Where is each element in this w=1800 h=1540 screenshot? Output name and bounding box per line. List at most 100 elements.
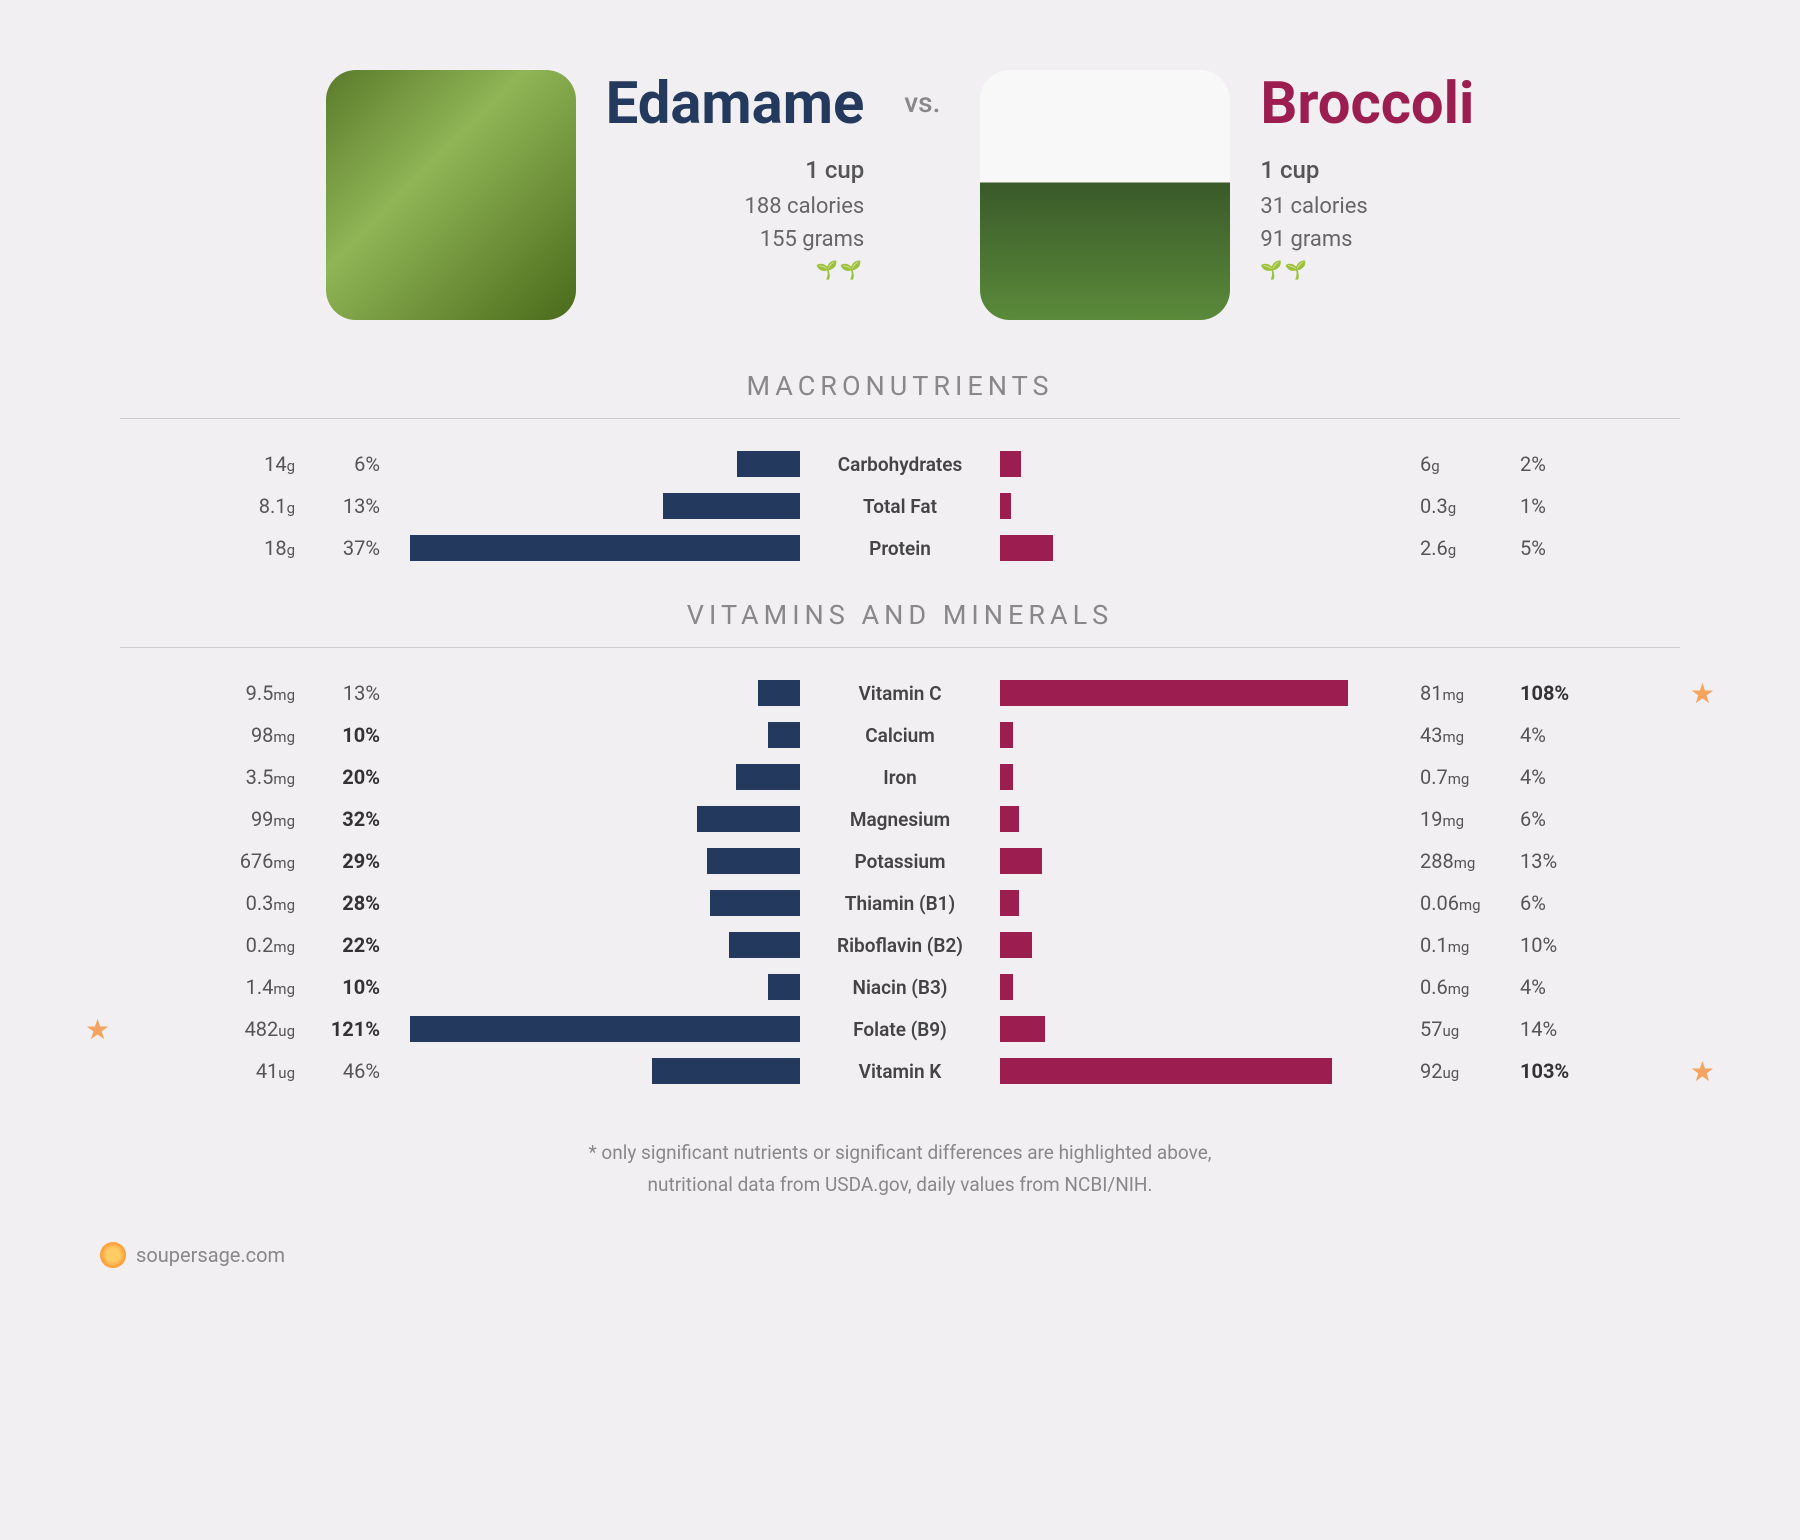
left-values: 1.4mg 10% — [100, 975, 400, 999]
right-values: 6g2% — [1400, 452, 1700, 476]
right-values: 288mg13% — [1400, 849, 1700, 873]
right-values: 57ug14% — [1400, 1017, 1700, 1041]
left-food-info: Edamame 1 cup 188 calories 155 grams 🌱🌱 — [606, 70, 865, 281]
nutrient-label: Calcium — [800, 724, 1000, 747]
bar-area: Total Fat — [400, 493, 1400, 519]
right-amount: 0.1mg — [1420, 933, 1490, 957]
right-grams: 91 grams — [1260, 227, 1474, 252]
left-bar — [652, 1058, 800, 1084]
right-food-info: Broccoli 1 cup 31 calories 91 grams 🌱🌱 — [1260, 70, 1474, 281]
vita-rows-container: 9.5mg13%Vitamin C81mg108%★98mg10%Calcium… — [100, 672, 1700, 1092]
right-values: 2.6g 5% — [1400, 536, 1700, 560]
left-values: 9.5mg13% — [100, 681, 400, 705]
left-amount: 0.2mg — [225, 933, 295, 957]
left-grams: 155 grams — [606, 227, 865, 252]
right-values: 0.1mg 10% — [1400, 933, 1700, 957]
left-values: 0.3mg28% — [100, 891, 400, 915]
right-percent: 5% — [1520, 536, 1575, 560]
brand-block: soupersage.com — [100, 1242, 1700, 1268]
left-percent: 10% — [325, 975, 380, 999]
nutrient-label: Thiamin (B1) — [800, 892, 1000, 915]
right-bar — [1000, 890, 1019, 916]
bar-area: Magnesium — [400, 806, 1400, 832]
left-bar — [707, 848, 800, 874]
left-values: 8.1g13% — [100, 494, 400, 518]
right-bar — [1000, 1058, 1332, 1084]
right-bar — [1000, 974, 1013, 1000]
nutrient-label: Total Fat — [800, 495, 1000, 518]
left-amount: 1.4mg — [225, 975, 295, 999]
right-amount: 92ug — [1420, 1059, 1490, 1083]
right-amount: 0.06mg — [1420, 891, 1490, 915]
bar-left-container — [400, 974, 800, 1000]
left-percent: 28% — [325, 891, 380, 915]
left-bar — [736, 764, 800, 790]
right-percent: 108% — [1520, 681, 1575, 705]
right-values: 19mg6% — [1400, 807, 1700, 831]
footnote: * only significant nutrients or signific… — [100, 1137, 1700, 1202]
right-bar — [1000, 806, 1019, 832]
bar-area: Protein — [400, 535, 1400, 561]
left-amount: 18g — [225, 536, 295, 560]
right-amount: 2.6g — [1420, 536, 1490, 560]
left-values: 99mg32% — [100, 807, 400, 831]
left-percent: 20% — [325, 765, 380, 789]
left-food-image — [326, 70, 576, 320]
right-amount: 19mg — [1420, 807, 1490, 831]
brand-name: soupersage.com — [136, 1243, 285, 1267]
left-values: 18g37% — [100, 536, 400, 560]
bar-left-container — [400, 493, 800, 519]
bar-right-container — [1000, 848, 1400, 874]
left-values: 41ug46% — [100, 1059, 400, 1083]
right-bar — [1000, 535, 1053, 561]
footnote-line-1: * only significant nutrients or signific… — [100, 1137, 1700, 1169]
right-percent: 6% — [1520, 891, 1575, 915]
right-percent: 4% — [1520, 765, 1575, 789]
left-bar — [697, 806, 800, 832]
left-amount: 676mg — [225, 849, 295, 873]
bar-right-container — [1000, 1058, 1400, 1084]
left-values: 0.2mg22% — [100, 933, 400, 957]
bar-left-container — [400, 932, 800, 958]
nutrient-row: 9.5mg13%Vitamin C81mg108%★ — [100, 672, 1700, 714]
macro-section-title: MACRONUTRIENTS — [100, 370, 1700, 402]
footnote-line-2: nutritional data from USDA.gov, daily va… — [100, 1169, 1700, 1201]
bar-left-container — [400, 1058, 800, 1084]
left-bar — [758, 680, 800, 706]
left-percent: 10% — [325, 723, 380, 747]
bar-area: Folate (B9) — [400, 1016, 1400, 1042]
bar-right-container — [1000, 451, 1400, 477]
left-amount: 3.5mg — [225, 765, 295, 789]
nutrient-row: 14g6%Carbohydrates6g2% — [100, 443, 1700, 485]
nutrient-label: Carbohydrates — [800, 453, 1000, 476]
left-percent: 13% — [325, 681, 380, 705]
star-icon: ★ — [1690, 1055, 1715, 1088]
right-values: 0.06mg 6% — [1400, 891, 1700, 915]
right-percent: 103% — [1520, 1059, 1575, 1083]
bar-left-container — [400, 722, 800, 748]
left-amount: 8.1g — [225, 494, 295, 518]
bar-right-container — [1000, 974, 1400, 1000]
right-bar — [1000, 764, 1013, 790]
bar-left-container — [400, 680, 800, 706]
bar-right-container — [1000, 764, 1400, 790]
nutrient-label: Magnesium — [800, 808, 1000, 831]
right-percent: 10% — [1520, 933, 1575, 957]
right-percent: 13% — [1520, 849, 1575, 873]
bar-left-container — [400, 806, 800, 832]
nutrient-label: Vitamin K — [800, 1060, 1000, 1083]
bar-left-container — [400, 848, 800, 874]
left-calories: 188 calories — [606, 194, 865, 219]
nutrient-label: Iron — [800, 766, 1000, 789]
left-amount: 99mg — [225, 807, 295, 831]
bar-area: Niacin (B3) — [400, 974, 1400, 1000]
right-percent: 4% — [1520, 723, 1575, 747]
bar-right-container — [1000, 932, 1400, 958]
vita-divider — [120, 647, 1680, 648]
nutrient-row: 99mg32% Magnesium 19mg6% — [100, 798, 1700, 840]
right-serving: 1 cup — [1260, 156, 1474, 184]
left-amount: 482ug — [225, 1017, 295, 1041]
nutrient-row: 0.3mg28% Thiamin (B1) 0.06mg 6% — [100, 882, 1700, 924]
left-serving: 1 cup — [606, 156, 865, 184]
bar-right-container — [1000, 806, 1400, 832]
